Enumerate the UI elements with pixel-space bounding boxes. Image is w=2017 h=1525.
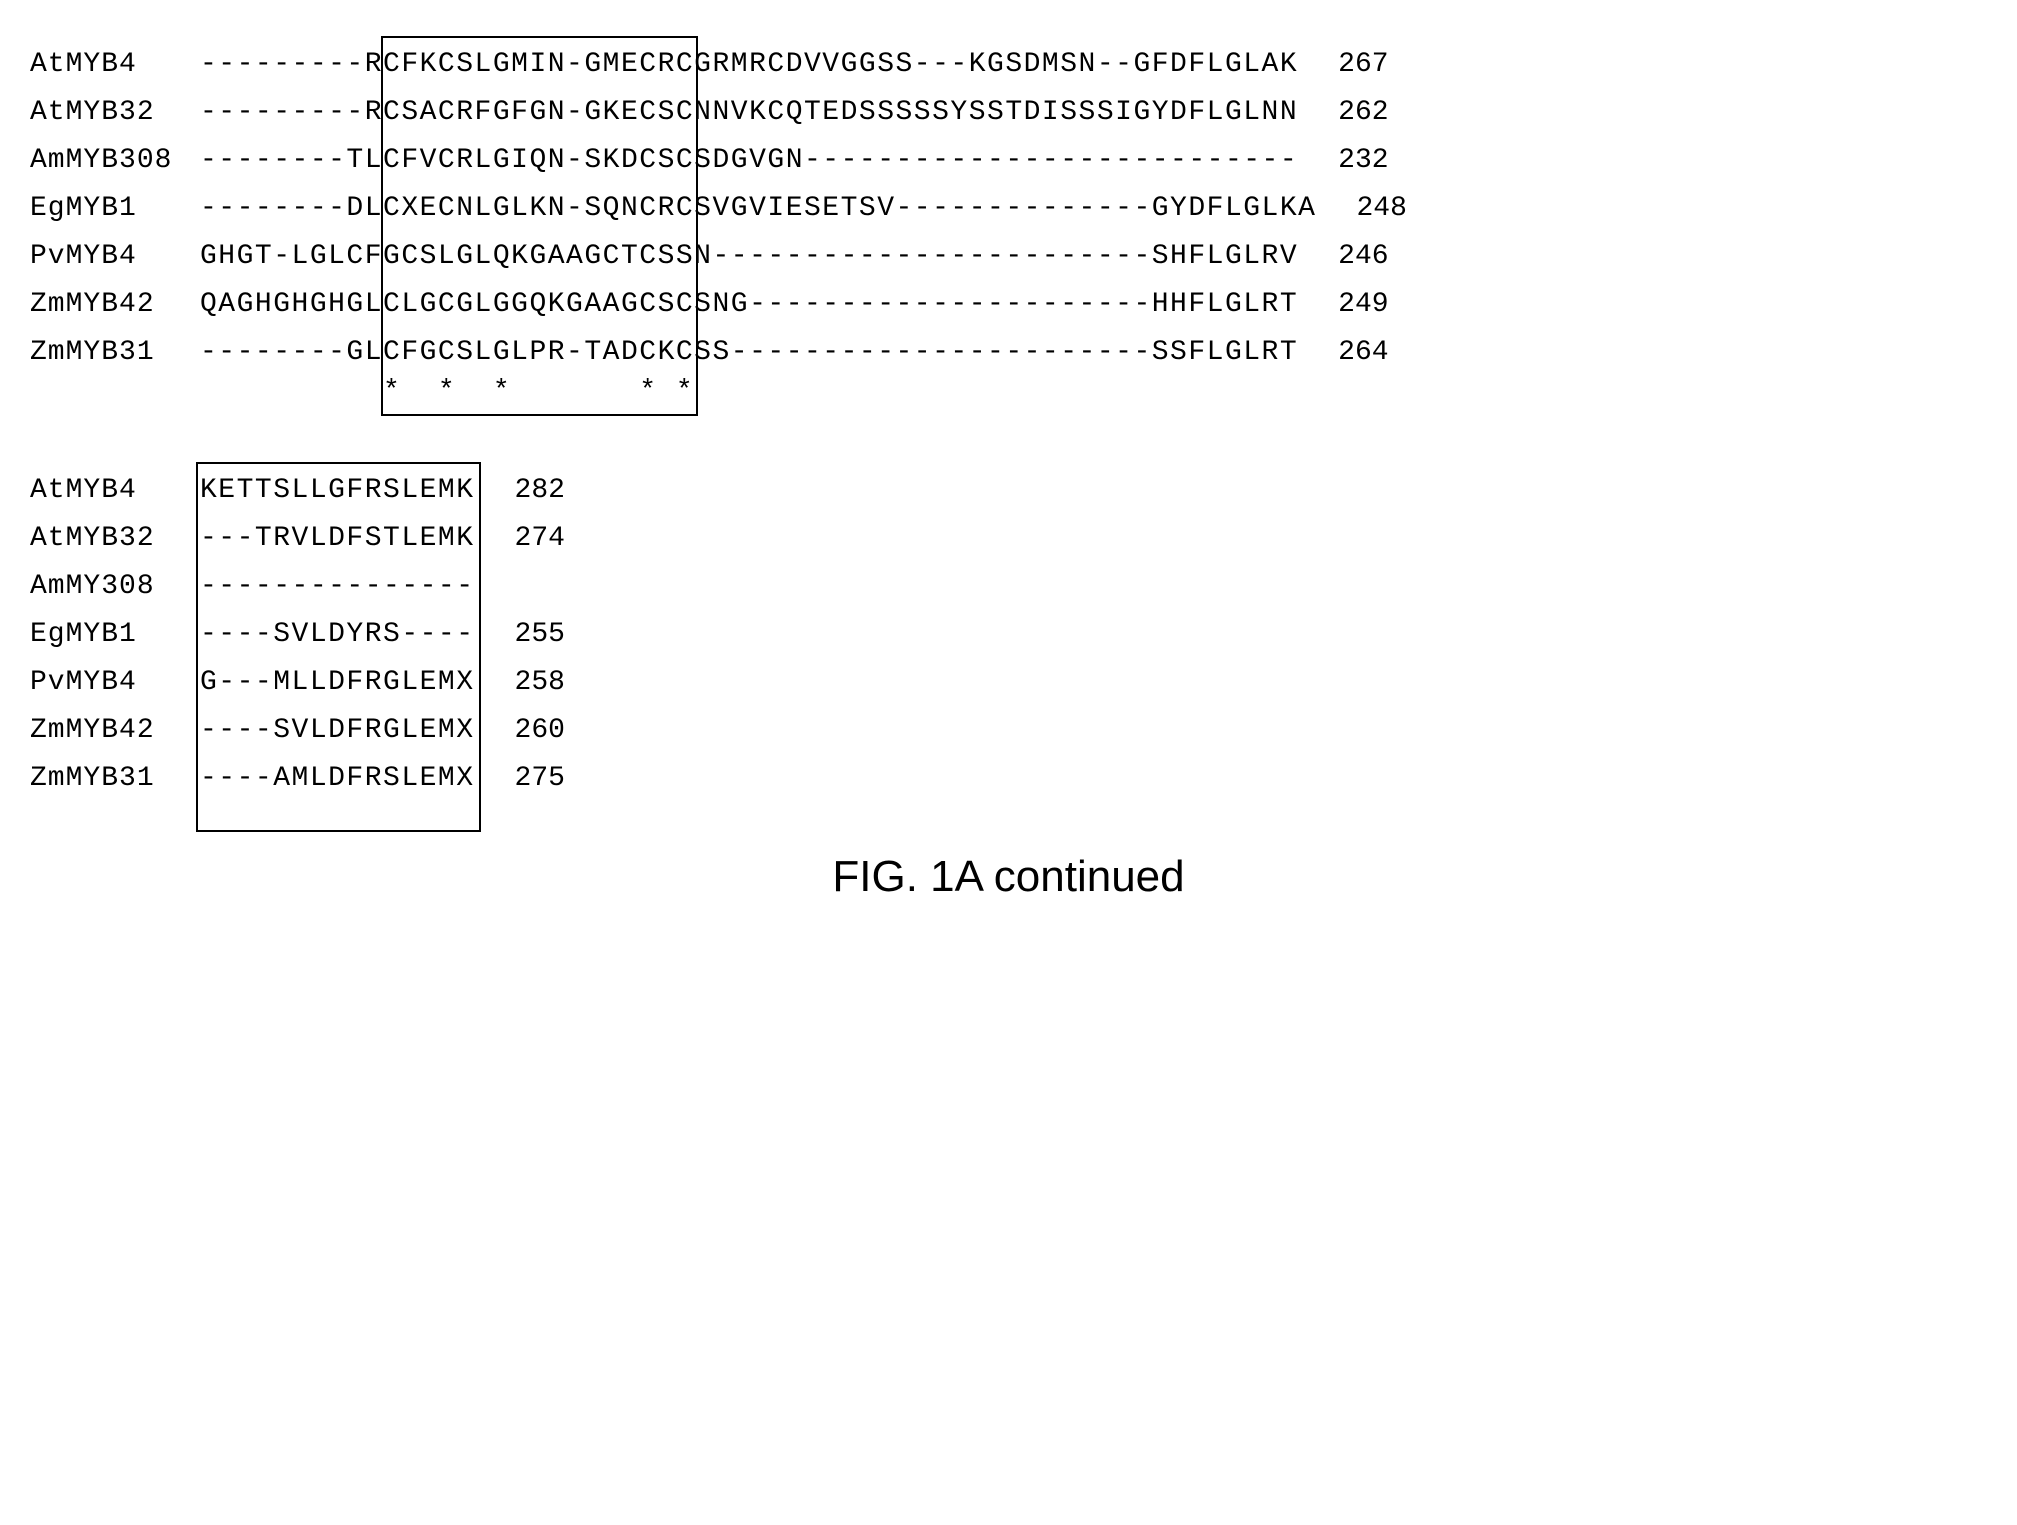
- position-number: 255: [515, 619, 565, 650]
- conservation-marks: * * * * *: [200, 376, 694, 416]
- sequence-text: ----SVLDFRGLEMX: [200, 715, 475, 746]
- sequence-text: ---------------: [200, 571, 475, 602]
- sequence-text: QAGHGHGHGLCLGCGLGGQKGAAGCSCSNG----------…: [200, 289, 1298, 320]
- sequence-label: PvMYB4: [30, 241, 200, 272]
- sequence-label: ZmMYB31: [30, 763, 200, 794]
- sequence-label: AmMY308: [30, 571, 200, 602]
- alignment-row: ZmMYB31----AMLDFRSLEMX 275: [30, 754, 565, 802]
- alignment-block-2: AtMYB4KETTSLLGFRSLEMK 282 AtMYB32---TRVLDF…: [30, 466, 1987, 802]
- position-number: 267: [1338, 49, 1388, 80]
- alignment-row: ZmMYB42QAGHGHGHGLCLGCGLGGQKGAAGCSCSNG---…: [30, 280, 1987, 328]
- alignment-row: AtMYB32---------RCSACRFGFGN-GKECSCNNVKCQ…: [30, 88, 1987, 136]
- alignment-row: ZmMYB31--------GLCFGCSLGLPR-TADCKCSS----…: [30, 328, 1987, 376]
- sequence-text: --------GLCFGCSLGLPR-TADCKCSS-----------…: [200, 337, 1298, 368]
- position-number: 260: [515, 715, 565, 746]
- alignment-row: AtMYB4KETTSLLGFRSLEMK 282: [30, 466, 565, 514]
- position-number: 282: [515, 475, 565, 506]
- figure-caption: FIG. 1A continued: [30, 852, 1987, 902]
- alignment-row: PvMYB4G---MLLDFRGLEMX 258: [30, 658, 565, 706]
- alignment-row: AmMYB308--------TLCFVCRLGIQN-SKDCSCSDGVG…: [30, 136, 1987, 184]
- alignment-block-1: AtMYB4---------RCFKCSLGMIN-GMECRCGRMRCDV…: [30, 40, 1987, 416]
- sequence-text: --------DLCXECNLGLKN-SQNCRCSVGVIESETSV--…: [200, 193, 1316, 224]
- sequence-text: --------TLCFVCRLGIQN-SKDCSCSDGVGN-------…: [200, 145, 1298, 176]
- sequence-text: ---------RCFKCSLGMIN-GMECRCGRMRCDVVGGSS-…: [200, 49, 1298, 80]
- sequence-text: G---MLLDFRGLEMX: [200, 667, 475, 698]
- position-number: 258: [515, 667, 565, 698]
- alignment-row: AtMYB32---TRVLDFSTLEMK 274: [30, 514, 565, 562]
- sequence-label: AtMYB32: [30, 97, 200, 128]
- sequence-label: EgMYB1: [30, 619, 200, 650]
- sequence-text: ----AMLDFRSLEMX: [200, 763, 475, 794]
- alignment-row: ZmMYB42----SVLDFRGLEMX 260: [30, 706, 565, 754]
- alignment-row: EgMYB1--------DLCXECNLGLKN-SQNCRCSVGVIES…: [30, 184, 1987, 232]
- position-number: 274: [515, 523, 565, 554]
- position-number: 264: [1338, 337, 1388, 368]
- sequence-label: EgMYB1: [30, 193, 200, 224]
- sequence-text: ---------RCSACRFGFGN-GKECSCNNVKCQTEDSSSS…: [200, 97, 1298, 128]
- sequence-label: AtMYB4: [30, 475, 200, 506]
- sequence-label: AtMYB32: [30, 523, 200, 554]
- sequence-text: GHGT-LGLCFGCSLGLQKGAAGCTCSSN------------…: [200, 241, 1298, 272]
- sequence-label: PvMYB4: [30, 667, 200, 698]
- position-number: 275: [515, 763, 565, 794]
- position-number: 246: [1338, 241, 1388, 272]
- conservation-row: * * * * *: [30, 376, 1987, 416]
- sequence-label: ZmMYB42: [30, 289, 200, 320]
- sequence-text: ----SVLDYRS----: [200, 619, 475, 650]
- sequence-text: KETTSLLGFRSLEMK: [200, 475, 475, 506]
- alignment-row: EgMYB1----SVLDYRS---- 255: [30, 610, 565, 658]
- alignment-row: AmMY308---------------: [30, 562, 565, 610]
- sequence-label: AmMYB308: [30, 145, 200, 176]
- spacer: [30, 376, 200, 416]
- position-number: 248: [1356, 193, 1406, 224]
- sequence-text: ---TRVLDFSTLEMK: [200, 523, 475, 554]
- sequence-label: ZmMYB42: [30, 715, 200, 746]
- position-number: 262: [1338, 97, 1388, 128]
- alignment-row: PvMYB4GHGT-LGLCFGCSLGLQKGAAGCTCSSN------…: [30, 232, 1987, 280]
- sequence-label: ZmMYB31: [30, 337, 200, 368]
- alignment-row: AtMYB4---------RCFKCSLGMIN-GMECRCGRMRCDV…: [30, 40, 1987, 88]
- position-number: 249: [1338, 289, 1388, 320]
- sequence-label: AtMYB4: [30, 49, 200, 80]
- position-number: 232: [1338, 145, 1388, 176]
